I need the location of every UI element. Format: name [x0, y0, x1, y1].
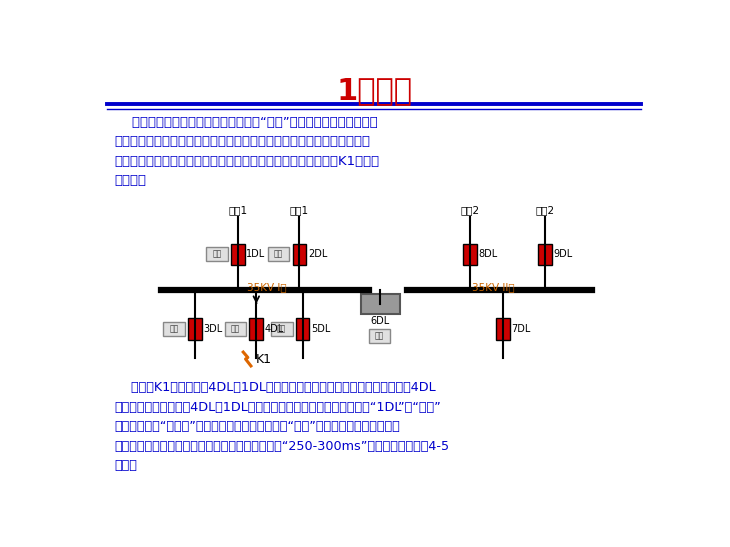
Text: 8DL: 8DL — [479, 249, 498, 259]
Bar — [250, 318, 264, 340]
Bar — [369, 329, 391, 343]
Bar — [225, 322, 246, 336]
Text: 35KV II母: 35KV II母 — [472, 282, 515, 292]
Text: 保护: 保护 — [277, 324, 286, 334]
Bar — [188, 318, 201, 340]
Text: 传统继电保护装置大都是相互独立的“孤岛”，保护装置间尚未实现信
息共享，更无法实现数据相互交换。当系统某点发生故障时，各相关继电
保护仅依据自身保护特性和整定时: 传统继电保护装置大都是相互独立的“孤岛”，保护装置间尚未实现信 息共享，更无法实… — [115, 115, 380, 187]
Text: 7DL: 7DL — [511, 324, 531, 334]
Bar — [231, 243, 245, 265]
Text: 进线1: 进线1 — [228, 205, 247, 215]
Text: 保护: 保护 — [375, 331, 384, 340]
Text: 进线2: 进线2 — [461, 205, 480, 215]
Text: 6DL: 6DL — [370, 316, 389, 326]
Text: 出线1: 出线1 — [290, 205, 309, 215]
Text: 1、引言: 1、引言 — [336, 77, 412, 106]
Text: 4DL: 4DL — [265, 324, 284, 334]
Text: 举例：K1点故障时，4DL、1DL均有故障电流流过，根据故障发生的区域，4DL
应切除故障，由于流经4DL、1DL故障电流大小几乎相等，此时只有靠“1DL”的“: 举例：K1点故障时，4DL、1DL均有故障电流流过，根据故障发生的区域，4DL … — [115, 381, 450, 473]
Bar — [538, 243, 552, 265]
Text: 1DL: 1DL — [246, 249, 266, 259]
Text: 2DL: 2DL — [308, 249, 327, 259]
Text: 9DL: 9DL — [553, 249, 573, 259]
Text: 保护: 保护 — [231, 324, 240, 334]
Text: K1: K1 — [255, 353, 272, 366]
Text: 35KV I母: 35KV I母 — [247, 282, 286, 292]
Bar — [464, 243, 477, 265]
Bar — [268, 247, 289, 261]
Text: 出线2: 出线2 — [536, 205, 555, 215]
Text: 保护: 保护 — [169, 324, 179, 334]
Bar — [207, 247, 228, 261]
Bar — [163, 322, 185, 336]
Text: 3DL: 3DL — [203, 324, 223, 334]
Bar — [271, 322, 293, 336]
Bar — [293, 243, 307, 265]
Text: 5DL: 5DL — [311, 324, 331, 334]
Bar — [361, 294, 399, 313]
Text: 保护: 保护 — [274, 250, 283, 259]
Bar — [496, 318, 510, 340]
Text: 保护: 保护 — [212, 250, 222, 259]
Bar — [296, 318, 310, 340]
